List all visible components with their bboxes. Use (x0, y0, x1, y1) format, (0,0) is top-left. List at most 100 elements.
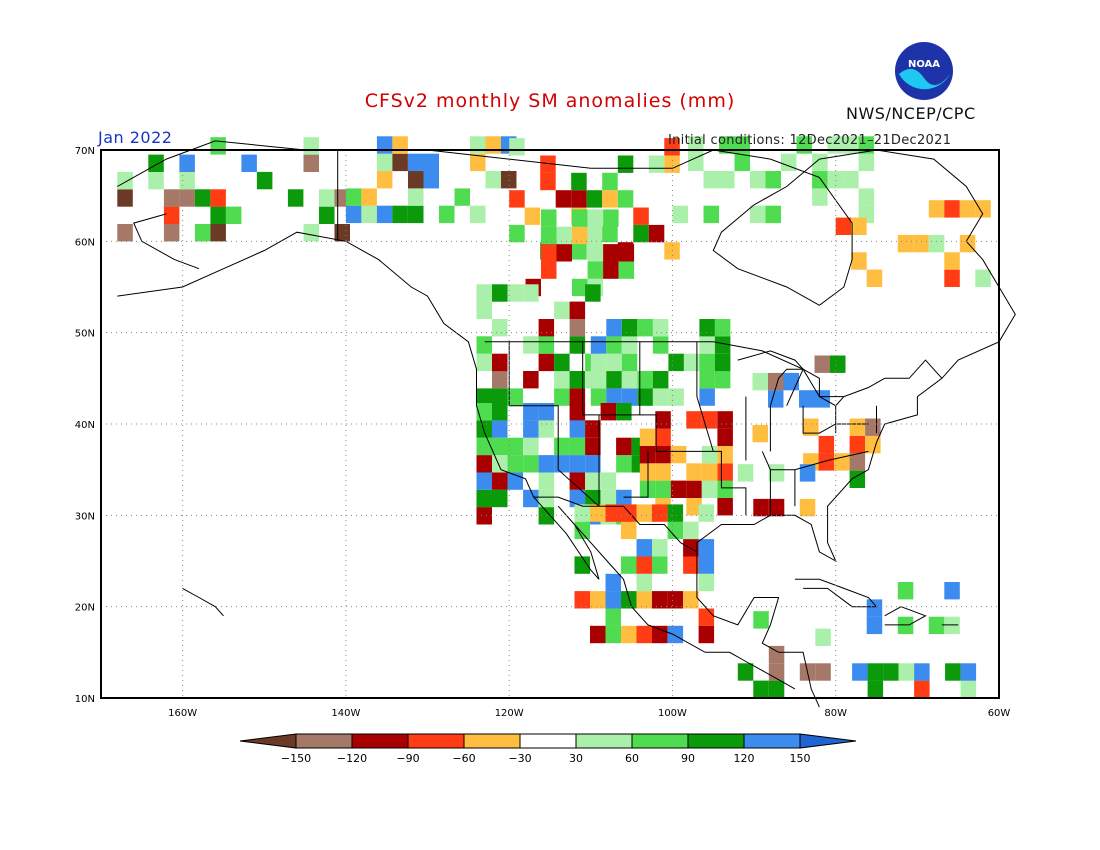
anomaly-cell (408, 205, 424, 224)
anomaly-cell (639, 428, 656, 446)
anomaly-cell (538, 353, 555, 372)
anomaly-cell (686, 411, 702, 429)
anomaly-cell (717, 498, 733, 516)
colorbar: −150 −120 −90 −60 −30 30 60 90 120 150 (239, 733, 857, 765)
colorbar-segment (295, 733, 353, 749)
anomaly-cell (616, 437, 632, 456)
anomaly-cell (334, 224, 350, 242)
anomaly-cell (476, 455, 492, 473)
anomaly-cell (621, 504, 637, 522)
anomaly-cell (633, 207, 649, 225)
anomaly-cell (852, 663, 868, 681)
anomaly-cell (688, 153, 704, 172)
anomaly-cell (617, 155, 634, 173)
anomaly-cell (717, 463, 733, 481)
anomaly-cell (572, 226, 588, 245)
anomaly-cell (554, 437, 570, 456)
anomaly-cell (975, 269, 991, 287)
anomaly-cell (683, 556, 699, 574)
anomaly-cell (605, 504, 621, 522)
anomaly-cell (476, 420, 492, 438)
anomaly-cell (540, 172, 556, 191)
anomaly-cell (765, 205, 781, 224)
anomaly-cell (585, 437, 601, 456)
anomaly-cell (179, 189, 195, 207)
valid-month: Jan 2022 (98, 128, 173, 147)
anomaly-cell (753, 680, 769, 698)
anomaly-cell (812, 153, 828, 172)
anomaly-cell (636, 573, 652, 592)
anomaly-cell (555, 190, 572, 208)
anomaly-cell (569, 388, 586, 406)
anomaly-cell (960, 663, 977, 681)
anomaly-cell (571, 172, 587, 191)
anomaly-cell (605, 591, 621, 609)
anomaly-cell (648, 224, 665, 243)
anomaly-cell (944, 582, 960, 600)
anomaly-cell (476, 353, 492, 372)
anomaly-cell (655, 411, 671, 429)
anomaly-cell (701, 463, 718, 481)
anomaly-cell (683, 353, 700, 372)
anomaly-cell (714, 336, 731, 354)
anomaly-cell (699, 388, 715, 406)
anomaly-cell (476, 388, 492, 406)
anomaly-cell (492, 489, 508, 508)
anomaly-cell (540, 155, 556, 173)
anomaly-cell (849, 453, 866, 471)
anomaly-cell (714, 371, 731, 389)
anomaly-cell (866, 269, 883, 287)
anomaly-cell (210, 189, 226, 207)
anomaly-cell (698, 504, 715, 522)
anomaly-cell (572, 278, 588, 297)
anomaly-cell (538, 420, 555, 438)
anomaly-cell (655, 445, 671, 464)
anomaly-cell (476, 507, 492, 525)
anomaly-cell (636, 556, 652, 574)
anomaly-cell (117, 171, 133, 190)
anomaly-cell (586, 190, 603, 208)
colorbar-segment (463, 733, 521, 749)
lat-label: 60N (75, 237, 95, 248)
anomaly-cell (554, 371, 570, 389)
anomaly-cell (507, 437, 523, 456)
anomaly-cell (670, 480, 687, 498)
map-frame (100, 149, 1000, 699)
anomaly-cell (858, 153, 875, 172)
anomaly-cell (538, 319, 555, 337)
anomaly-cell (664, 138, 680, 156)
anomaly-cell (714, 319, 731, 337)
anomaly-cell (590, 353, 607, 372)
anomaly-cell (210, 137, 226, 155)
anomaly-cell (812, 188, 828, 206)
colorbar-segment (631, 733, 689, 749)
anomaly-cell (606, 388, 622, 406)
anomaly-cell (621, 521, 637, 540)
anomaly-cell (768, 390, 784, 408)
anomaly-cell (913, 234, 929, 253)
anomaly-cell (602, 190, 618, 208)
anomaly-cell (556, 244, 572, 262)
anomaly-cell (408, 188, 424, 206)
anomaly-cell (652, 591, 668, 609)
anomaly-cell (492, 371, 508, 389)
anomaly-cell (361, 188, 377, 206)
anomaly-cell (865, 418, 881, 436)
anomaly-cell (799, 498, 816, 517)
anomaly-cell (843, 171, 859, 189)
anomaly-cell (439, 205, 455, 224)
anomaly-cell (569, 455, 586, 473)
anomaly-cell (865, 435, 881, 454)
anomaly-cell (587, 209, 604, 227)
anomaly-cell (867, 680, 884, 698)
anomaly-cell (590, 625, 606, 644)
anomaly-cell (803, 418, 819, 436)
anomaly-cell (571, 242, 587, 260)
anomaly-cell (928, 200, 945, 218)
anomaly-cell (703, 205, 719, 224)
anomaly-cell (750, 205, 766, 224)
anomaly-cell (256, 171, 273, 190)
anomaly-cell (541, 226, 557, 245)
lat-label: 50N (75, 329, 95, 340)
anomaly-cell (818, 435, 835, 454)
